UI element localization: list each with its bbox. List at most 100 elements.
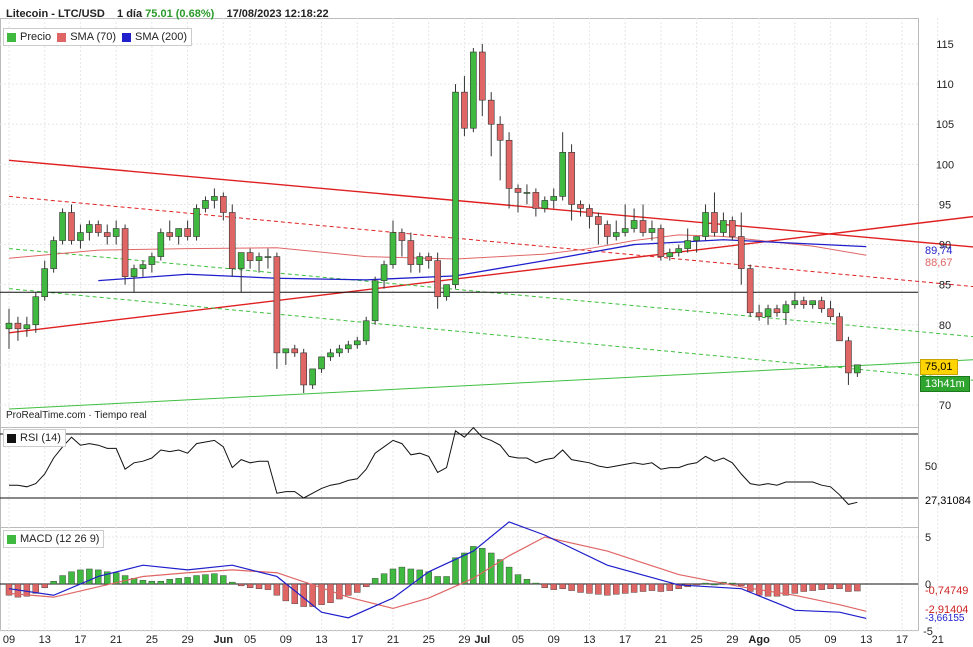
sma200-value-tag: 89,74 (925, 245, 953, 257)
candle-body (541, 200, 549, 209)
candle-body (675, 248, 683, 253)
candle-body (380, 264, 388, 281)
macd-hist-bar (68, 571, 75, 585)
legend-sma70[interactable]: SMA (70) (70, 31, 117, 43)
candle-body (41, 268, 49, 298)
macd-panel-frame (0, 527, 919, 631)
macd-hist-bar (184, 577, 191, 585)
macd-hist-bar (389, 568, 397, 585)
candle-body (398, 232, 406, 241)
macd-hist-bar (104, 571, 111, 585)
candle-body (550, 196, 558, 201)
macd-hist-bar (586, 583, 593, 594)
date-tick-label: 05 (244, 634, 256, 646)
macd-hist-bar (541, 583, 548, 588)
macd-hist-bar (273, 583, 281, 596)
macd-hist-bar (604, 583, 611, 596)
candle-body (148, 256, 156, 265)
macd-hist-bar (854, 583, 861, 592)
macd-hist-bar (157, 580, 165, 585)
macd-hist-bar (32, 583, 39, 594)
date-tick-label: Ago (748, 634, 770, 646)
candle-body (737, 236, 745, 269)
candle-body (121, 228, 129, 277)
macd-hist-bar (193, 575, 200, 585)
macd-hist-bar (452, 557, 459, 585)
macd-hist-bar (443, 576, 450, 585)
candle-body (657, 228, 665, 257)
date-tick-label: 09 (280, 634, 292, 646)
macd-hist-bar (23, 583, 31, 597)
legend-sma200[interactable]: SMA (200) (135, 31, 188, 43)
candle-body (291, 348, 299, 354)
candle-body (702, 212, 709, 237)
macd-hist-bar (827, 583, 834, 589)
macd-hist-bar (782, 583, 790, 596)
candle-body (32, 296, 40, 326)
candle-body (318, 356, 325, 370)
macd-hist-bar (211, 573, 218, 585)
candle-body (112, 228, 120, 237)
candle-body (773, 308, 781, 314)
legend-swatch-macd (7, 534, 16, 544)
candle-body (345, 344, 352, 350)
candle-body (854, 364, 861, 374)
legend-swatch-price (7, 32, 16, 42)
hist-value-tag: -3,66155 (925, 613, 965, 624)
date-axis: 09 13 17 21 25 29 Jun 05 09 13 17 21 25 29 Jul 05 09 13 17… (3, 634, 944, 646)
price-axis: 707580859095100105110115 (936, 39, 954, 412)
candle-body (95, 224, 102, 233)
candle-body (309, 368, 316, 386)
candle-body (532, 192, 540, 209)
datetime-label: 17/08/2023 12:18:22 (226, 8, 329, 20)
macd-hist-bar (550, 583, 557, 590)
legend-price[interactable]: Precio (20, 31, 52, 43)
macd-hist-bar (336, 583, 343, 600)
macd-hist-bar (220, 575, 227, 585)
macd-hist-bar (657, 583, 665, 592)
macd-hist-bar (800, 583, 807, 592)
date-tick-label: 17 (619, 634, 631, 646)
candle-body (327, 352, 334, 358)
macd-hist-bar (648, 583, 656, 591)
candle-body (103, 232, 111, 237)
macd-hist-bar (773, 583, 781, 597)
period-label: 1 día (117, 8, 143, 20)
macd-hist-bar (309, 583, 316, 607)
macd-hist-bar (407, 568, 415, 585)
candle-body (264, 256, 272, 258)
candle-body (595, 216, 602, 225)
macd-hist-bar (845, 583, 852, 592)
date-tick-label: 17 (351, 634, 363, 646)
macd-hist-bar (291, 583, 298, 604)
macd-hist-bar (50, 580, 57, 585)
macd-hist-bar (675, 583, 682, 589)
candle-body (389, 232, 397, 265)
legend-rsi[interactable]: RSI (14) (20, 432, 61, 444)
candle-body (407, 240, 415, 265)
macd-hist-bar (175, 578, 182, 585)
macd-hist-bar (532, 582, 540, 585)
candle-body (729, 220, 736, 237)
legend-swatch-sma200 (122, 32, 132, 42)
price-tick-label: 70 (939, 400, 951, 412)
symbol-title: Litecoin - LTC/USD (6, 8, 105, 20)
candle-body (800, 300, 808, 306)
candle-body (505, 139, 513, 189)
candle-body (202, 200, 209, 209)
candle-body (425, 256, 433, 261)
macd-hist-bar (523, 579, 531, 585)
candle-body (452, 91, 459, 285)
macd-hist-bar (666, 583, 674, 591)
macd-hist-bar (461, 552, 468, 585)
date-tick-label: 09 (548, 634, 560, 646)
macd-hist-bar (505, 566, 513, 585)
price-grid (0, 18, 939, 631)
macd-value-tag: -0,74749 (925, 585, 969, 597)
macd-hist-bar (202, 574, 209, 585)
candle-body (693, 236, 700, 241)
macd-hist-bar (434, 576, 441, 585)
legend-macd[interactable]: MACD (12 26 9) (20, 533, 100, 545)
macd-hist-bar (300, 583, 307, 607)
date-tick-label: 09 (3, 634, 15, 646)
